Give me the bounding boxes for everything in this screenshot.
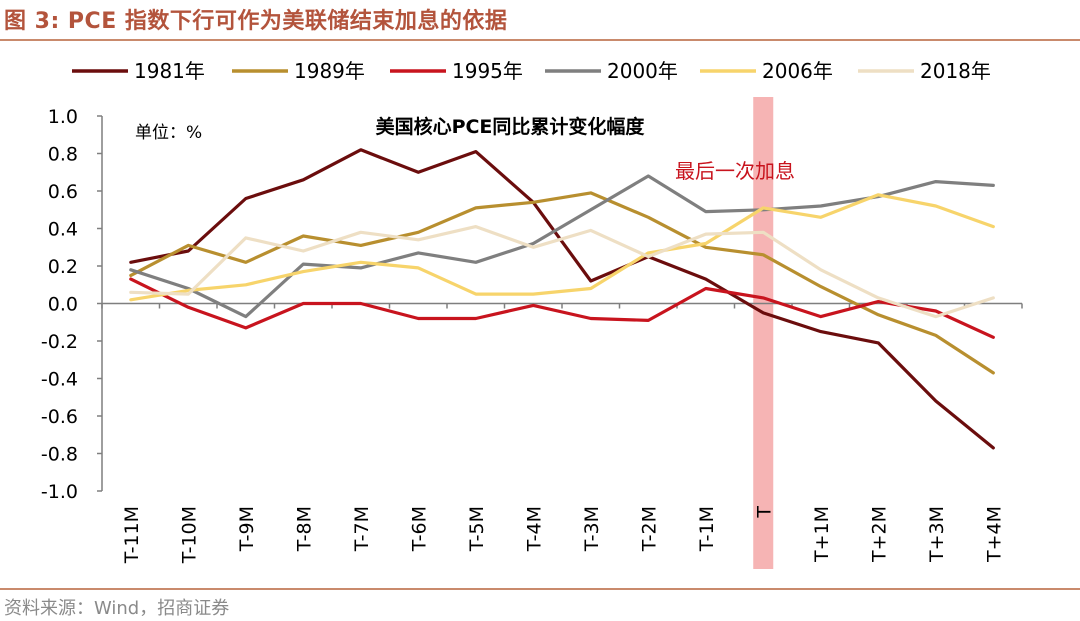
series-line-1995 — [129, 277, 995, 339]
y-tick-label: 0.2 — [48, 256, 78, 278]
legend-label: 2000年 — [607, 59, 678, 83]
series-line-2018 — [129, 225, 995, 319]
chart-title: 美国核心PCE同比累计变化幅度 — [376, 115, 646, 138]
x-tick-label: T-9M — [236, 506, 258, 552]
series-line-1981 — [129, 148, 995, 450]
source-note: 资料来源：Wind，招商证券 — [4, 598, 230, 619]
x-tick-label: T+4M — [983, 506, 1005, 563]
x-tick-label: T-2M — [638, 506, 660, 552]
y-tick-label: -1.0 — [41, 481, 78, 503]
x-tick-label: T+1M — [811, 506, 833, 563]
y-tick-label: 1.0 — [48, 106, 78, 128]
x-tick-label: T-7M — [351, 506, 373, 552]
legend-label: 1989年 — [294, 59, 365, 83]
x-tick-label: T-10M — [178, 506, 200, 564]
highlight-band — [753, 97, 774, 569]
legend-label: 1995年 — [452, 59, 523, 83]
bottom-rule — [0, 588, 1080, 590]
legend-label: 2006年 — [762, 59, 833, 83]
x-tick-label: T-1M — [696, 506, 718, 552]
x-tick-label: T — [753, 506, 775, 519]
figure-title: 图 3: PCE 指数下行可作为美联储结束加息的依据 — [4, 9, 508, 34]
y-tick-label: 0.4 — [48, 219, 78, 241]
legend-label: 1981年 — [134, 59, 205, 83]
annotation-last-hike: 最后一次加息 — [675, 159, 795, 183]
x-tick-label: T-4M — [523, 506, 545, 552]
y-tick-label: 0.0 — [48, 294, 78, 316]
unit-label: 单位：% — [135, 123, 202, 143]
y-tick-label: -0.6 — [41, 406, 78, 428]
x-tick-label: T-8M — [293, 506, 315, 552]
legend-label: 2018年 — [920, 59, 991, 83]
x-tick-label: T-3M — [581, 506, 603, 552]
y-tick-label: -0.4 — [41, 369, 78, 391]
x-tick-label: T-5M — [466, 506, 488, 552]
x-tick-label: T-6M — [408, 506, 430, 552]
top-rule — [0, 39, 1080, 41]
y-tick-label: -0.2 — [41, 331, 78, 353]
series-line-2000 — [129, 174, 995, 319]
x-tick-label: T+2M — [868, 506, 890, 563]
y-tick-label: -0.8 — [41, 444, 78, 466]
series-line-2006 — [129, 193, 995, 302]
x-tick-label: T+3M — [926, 506, 948, 563]
y-tick-label: 0.8 — [48, 144, 78, 166]
y-tick-label: 0.6 — [48, 181, 78, 203]
x-tick-label: T-11M — [121, 506, 143, 564]
series-line-1989 — [129, 191, 995, 375]
